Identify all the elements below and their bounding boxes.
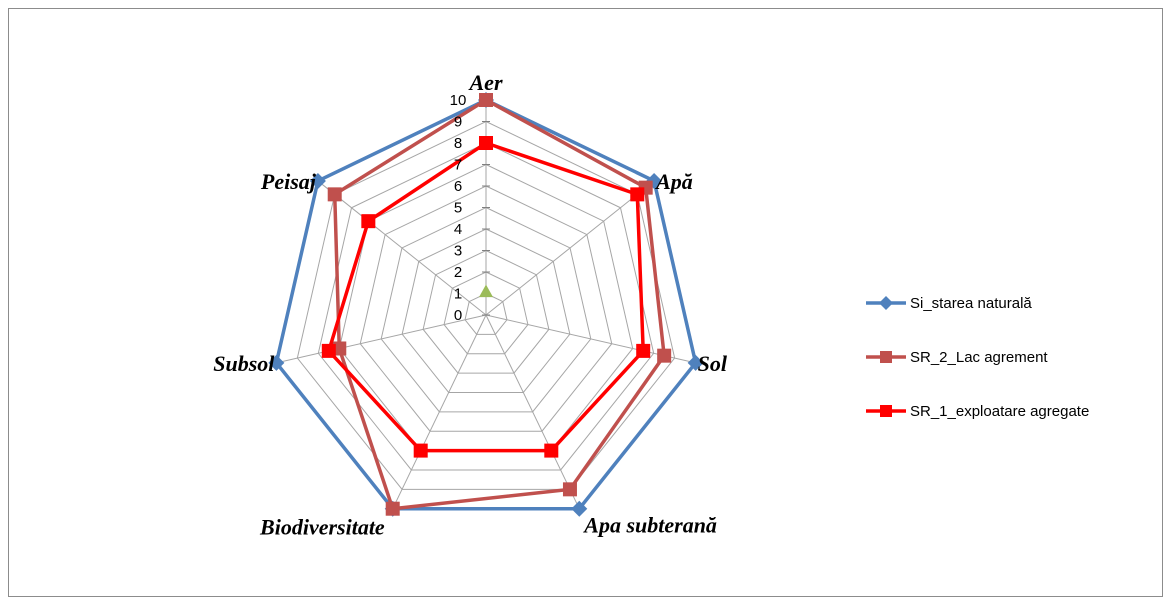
series-point <box>309 172 326 189</box>
series-point <box>687 354 704 371</box>
tick-label: 1 <box>454 286 462 303</box>
legend: Si_starea naturală SR_2_Lac agrement SR_1_… <box>866 295 1089 420</box>
series-point <box>479 136 493 150</box>
tick-label: 2 <box>454 264 462 281</box>
legend-entry: SR_2_Lac agrement <box>866 349 1048 366</box>
grid-ring-9 <box>296 120 676 490</box>
series-point <box>268 354 285 371</box>
axis-label: Subsol <box>213 351 275 376</box>
series-line <box>274 98 698 511</box>
series-point <box>327 187 342 202</box>
grid-ring-5 <box>380 206 592 413</box>
legend-entry: Si_starea naturală <box>866 295 1032 312</box>
series-point <box>385 501 400 516</box>
axis-labels: Aer Apă Sol Apa subterană Biodiversitate Subs… <box>213 70 728 540</box>
grid-ring-2 <box>443 271 529 355</box>
tick-label: 6 <box>454 178 462 195</box>
series-point <box>571 500 588 517</box>
grid-ring-4 <box>401 228 571 393</box>
tick-label: 7 <box>454 157 462 174</box>
series-line <box>332 97 666 511</box>
grid-ring-6 <box>359 185 613 432</box>
extra-point <box>479 284 493 298</box>
tick-label: 9 <box>454 114 462 131</box>
tick-label: 10 <box>450 92 467 109</box>
tick-label: 5 <box>454 200 462 217</box>
axis-label: Apa subterană <box>582 513 717 538</box>
axis-label: Apă <box>654 169 693 194</box>
legend-marker <box>880 405 892 417</box>
axis-label: Peisaj <box>260 169 317 194</box>
axis-label: Biodiversitate <box>259 515 385 540</box>
grid-ring-3 <box>422 249 550 374</box>
series-point <box>562 482 577 497</box>
tick-labels: 0 1 2 3 4 5 6 7 8 9 10 <box>450 92 467 324</box>
legend-entry: SR_1_exploatare agregate <box>866 403 1089 420</box>
series-point <box>636 343 651 358</box>
tick-label: 3 <box>454 243 462 260</box>
spoke-5 <box>276 314 487 364</box>
series-point <box>361 214 376 229</box>
axis-label: Aer <box>468 70 503 95</box>
series-point <box>413 443 428 458</box>
series-point <box>630 187 645 202</box>
spoke-4 <box>392 314 487 509</box>
series-layer <box>268 92 704 517</box>
tick-label: 8 <box>454 135 462 152</box>
spoke-1 <box>485 180 655 316</box>
series-point <box>544 443 559 458</box>
grid-ring-8 <box>317 142 655 471</box>
series-point <box>657 348 672 363</box>
legend-label: Si_starea naturală <box>910 295 1032 312</box>
legend-label: SR_2_Lac agrement <box>910 349 1048 366</box>
axis-label: Sol <box>698 351 728 376</box>
series-1 <box>327 93 672 516</box>
series-point <box>479 93 493 107</box>
series-line <box>326 141 645 453</box>
spoke-6 <box>317 180 487 316</box>
tick-label: 0 <box>454 307 462 324</box>
legend-marker <box>879 296 893 310</box>
tick-label: 4 <box>454 221 462 238</box>
series-2 <box>321 136 651 458</box>
grid-ring-1 <box>464 292 508 335</box>
legend-label: SR_1_exploatare agregate <box>910 403 1089 420</box>
series-point <box>321 343 336 358</box>
spoke-3 <box>485 314 580 509</box>
legend-marker <box>880 351 892 363</box>
